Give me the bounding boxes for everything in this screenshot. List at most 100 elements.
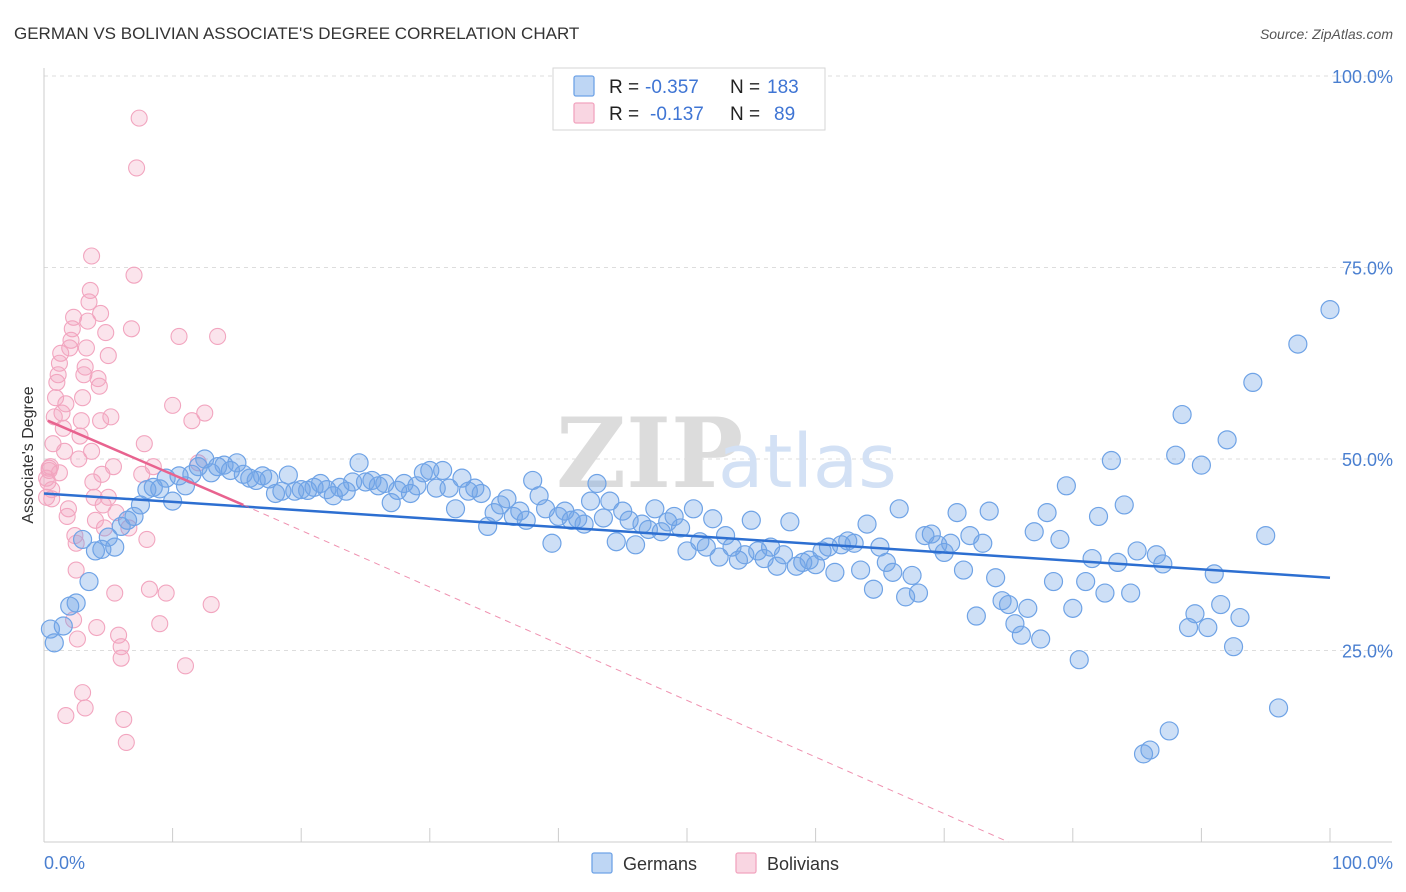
germans-point (1320, 300, 1340, 320)
germans-point (1140, 740, 1160, 760)
germans-point (1063, 598, 1083, 618)
bolivians-point (67, 561, 85, 579)
germans-point (941, 533, 961, 553)
germans-point (715, 525, 736, 546)
legend-n-value-germans: 183 (767, 77, 799, 98)
germans-point (208, 457, 228, 477)
bolivians-point (196, 404, 214, 422)
germans-point (619, 510, 639, 530)
y-axis-label: Associate's Degree (20, 386, 37, 523)
bolivians-point (92, 304, 110, 323)
bolivians-points (38, 109, 227, 751)
bolivians-point (209, 327, 227, 345)
bolivians-point (117, 733, 135, 751)
x-tick-label-min: 0.0% (44, 853, 85, 873)
germans-point (1153, 554, 1173, 574)
bolivians-point (125, 266, 143, 284)
bolivians-point (79, 312, 97, 330)
germans-point (735, 545, 755, 565)
germans-point (1114, 495, 1134, 515)
germans-point (1217, 430, 1237, 450)
germans-point (683, 499, 704, 519)
germans-point (44, 633, 64, 653)
legend-n-label-germans: N = (730, 77, 760, 98)
germans-points (40, 300, 1340, 764)
germans-point (1050, 529, 1070, 550)
bolivians-point (164, 396, 182, 414)
chart-title: GERMAN VS BOLIVIAN ASSOCIATE'S DEGREE CO… (14, 24, 579, 43)
bolivians-point (183, 412, 201, 430)
bolivians-point (50, 464, 68, 482)
germans-point (1037, 503, 1057, 523)
watermark: ZIP atlas (556, 397, 897, 510)
germans-point (1211, 594, 1231, 615)
germans-point (703, 509, 723, 529)
germans-point (433, 460, 453, 481)
germans-point (767, 556, 787, 576)
germans-point (876, 552, 896, 573)
germans-point (1288, 334, 1308, 354)
bottom-legend-label-bolivians: Bolivians (767, 854, 839, 874)
bolivians-point (53, 404, 71, 422)
bolivians-point (135, 435, 153, 453)
germans-point (1230, 607, 1250, 628)
germans-point (542, 533, 562, 553)
germans-point (857, 514, 877, 534)
legend-r-label-germans: R = (609, 77, 639, 98)
bolivians-point (57, 395, 75, 413)
germans-point (1223, 637, 1244, 657)
germans-point (709, 547, 729, 567)
trend-lines (43, 419, 1331, 843)
germans-point (1191, 455, 1212, 475)
bolivians-point (72, 412, 90, 430)
germans-point (53, 616, 73, 636)
germans-point (400, 483, 421, 504)
axes (43, 68, 1392, 843)
germans-point (72, 529, 93, 550)
germans-point (548, 506, 569, 527)
germans-point (593, 508, 614, 528)
germans-point (445, 499, 466, 519)
germans-point (79, 571, 99, 592)
germans-trend-line (43, 492, 1331, 579)
germans-point (465, 478, 485, 498)
bolivians-point (106, 584, 124, 602)
germans-point (1069, 650, 1089, 670)
germans-point (587, 473, 607, 494)
germans-point (381, 493, 401, 513)
y-tick-label-100: 100.0% (1332, 67, 1393, 87)
y-tick-label-25: 25.0% (1342, 642, 1393, 662)
legend-r-value-germans: -0.357 (645, 77, 699, 98)
bolivians-point (83, 247, 101, 265)
germans-point (278, 465, 298, 485)
bolivians-point (52, 344, 70, 362)
watermark-zip: ZIP (556, 397, 743, 510)
germans-point (66, 593, 86, 613)
germans-point (947, 503, 967, 523)
germans-point (1088, 506, 1109, 527)
germans-point (600, 491, 620, 511)
germans-point (1166, 445, 1186, 465)
germans-point (625, 535, 646, 555)
bolivians-point (70, 450, 88, 468)
germans-point (979, 501, 999, 521)
bolivians-point (99, 347, 117, 365)
germans-point (908, 583, 929, 603)
germans-point (1043, 571, 1064, 592)
germans-point (651, 522, 671, 542)
bolivians-point (112, 649, 130, 667)
bolivians-point (81, 281, 99, 300)
germans-point (1127, 541, 1147, 561)
germans-point (825, 562, 845, 582)
germans-point (98, 527, 118, 547)
legend-n-value-bolivians: 89 (774, 104, 795, 125)
bolivians-point (130, 109, 148, 127)
x-tick-label-max: 100.0% (1332, 853, 1393, 873)
germans-point (150, 479, 170, 499)
legend-n-label-bolivians: N = (730, 104, 760, 125)
legend-r-value-bolivians: -0.137 (650, 104, 704, 125)
germans-point (973, 533, 993, 553)
chart-source: Source: ZipAtlas.com (1260, 26, 1393, 42)
germans-point (1204, 564, 1224, 584)
germans-point (748, 541, 768, 561)
